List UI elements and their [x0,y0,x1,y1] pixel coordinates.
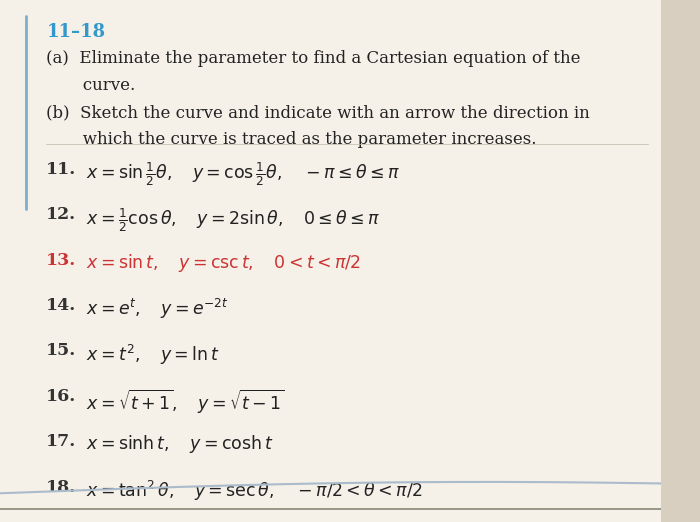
Text: (a)  Eliminate the parameter to find a Cartesian equation of the: (a) Eliminate the parameter to find a Ca… [46,50,581,67]
Text: 12.: 12. [46,206,76,223]
FancyBboxPatch shape [0,0,661,522]
Text: which the curve is traced as the parameter increases.: which the curve is traced as the paramet… [46,131,537,148]
Text: 11–18: 11–18 [46,23,106,41]
Text: 11.: 11. [46,161,76,178]
Text: 17.: 17. [46,433,76,450]
Text: (b)  Sketch the curve and indicate with an arrow the direction in: (b) Sketch the curve and indicate with a… [46,104,590,121]
Text: $x = \sqrt{t+1},\quad y = \sqrt{t-1}$: $x = \sqrt{t+1},\quad y = \sqrt{t-1}$ [86,388,285,416]
Text: 15.: 15. [46,342,76,360]
Text: $x = \tan^2\theta,\quad y = \sec\theta,\quad -\pi/2 < \theta < \pi/2$: $x = \tan^2\theta,\quad y = \sec\theta,\… [86,479,423,503]
Text: 13.: 13. [46,252,76,269]
Text: $x = t^2,\quad y = \ln t$: $x = t^2,\quad y = \ln t$ [86,342,220,366]
Text: $x = \sin t,\quad y = \csc t,\quad 0 < t < \pi/2$: $x = \sin t,\quad y = \csc t,\quad 0 < t… [86,252,361,274]
Text: $x = \sinh t,\quad y = \cosh t$: $x = \sinh t,\quad y = \cosh t$ [86,433,274,455]
Text: $x = \frac{1}{2}\cos\theta,\quad y = 2\sin\theta,\quad 0 \leq \theta \leq \pi$: $x = \frac{1}{2}\cos\theta,\quad y = 2\s… [86,206,380,234]
Text: 16.: 16. [46,388,76,405]
Text: 18.: 18. [46,479,76,496]
Text: 14.: 14. [46,297,76,314]
Text: $x = \sin\frac{1}{2}\theta,\quad y = \cos\frac{1}{2}\theta,\quad -\pi \leq \thet: $x = \sin\frac{1}{2}\theta,\quad y = \co… [86,161,400,188]
Text: curve.: curve. [46,77,136,94]
Text: $x = e^t,\quad y = e^{-2t}$: $x = e^t,\quad y = e^{-2t}$ [86,297,229,321]
